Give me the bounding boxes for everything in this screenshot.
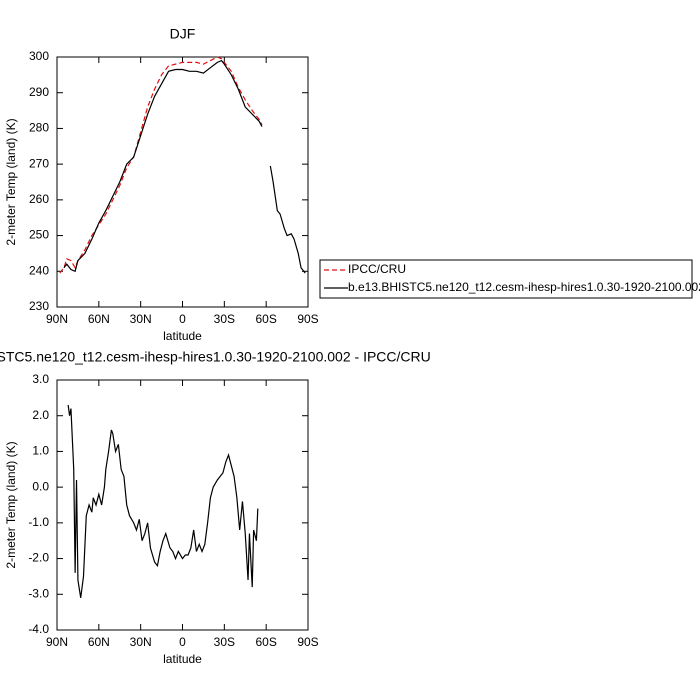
x-axis-label: latitude bbox=[163, 329, 202, 343]
x-tick-label: 90S bbox=[297, 635, 318, 649]
x-tick-label: 30S bbox=[214, 312, 235, 326]
x-tick-label: 0 bbox=[179, 635, 186, 649]
x-tick-label: 0 bbox=[179, 312, 186, 326]
y-tick-label: 0.0 bbox=[32, 479, 49, 493]
y-axis-label: 2-meter Temp (land) (K) bbox=[4, 118, 18, 245]
x-tick-label: 90S bbox=[297, 312, 318, 326]
x-tick-label: 60S bbox=[255, 312, 276, 326]
y-tick-label: 250 bbox=[29, 228, 49, 242]
y-tick-label: 270 bbox=[29, 156, 49, 170]
data-line bbox=[67, 404, 259, 598]
y-tick-label: 280 bbox=[29, 121, 49, 135]
y-tick-label: 2.0 bbox=[32, 408, 49, 422]
y-tick-label: -3.0 bbox=[28, 586, 49, 600]
y-tick-label: -4.0 bbox=[28, 622, 49, 636]
legend-label: IPCC/CRU bbox=[348, 262, 406, 276]
y-tick-label: 3.0 bbox=[32, 372, 49, 386]
chart-title: DJF bbox=[170, 26, 196, 42]
y-tick-label: 260 bbox=[29, 192, 49, 206]
x-tick-label: 90N bbox=[46, 635, 68, 649]
data-line bbox=[63, 59, 306, 274]
chart-title: b.e13.BHISTC5.ne120_t12.cesm-ihesp-hires… bbox=[0, 349, 431, 365]
x-tick-label: 30S bbox=[214, 635, 235, 649]
y-tick-label: -2.0 bbox=[28, 551, 49, 565]
y-tick-label: 240 bbox=[29, 263, 49, 277]
x-tick-label: 90N bbox=[46, 312, 68, 326]
x-tick-label: 30N bbox=[130, 312, 152, 326]
y-tick-label: 300 bbox=[29, 49, 49, 63]
y-axis-label: 2-meter Temp (land) (K) bbox=[4, 441, 18, 568]
plot-frame bbox=[56, 56, 309, 308]
plot-frame bbox=[56, 379, 309, 631]
y-tick-label: 290 bbox=[29, 85, 49, 99]
x-tick-label: 60N bbox=[88, 635, 110, 649]
legend-box bbox=[319, 259, 693, 299]
data-line bbox=[59, 56, 263, 274]
y-tick-label: -1.0 bbox=[28, 515, 49, 529]
x-axis-label: latitude bbox=[163, 652, 202, 666]
x-tick-label: 30N bbox=[130, 635, 152, 649]
x-tick-label: 60N bbox=[88, 312, 110, 326]
y-tick-label: 230 bbox=[29, 299, 49, 313]
y-tick-label: 1.0 bbox=[32, 444, 49, 458]
x-tick-label: 60S bbox=[255, 635, 276, 649]
legend-label: b.e13.BHISTC5.ne120_t12.cesm-ihesp-hires… bbox=[348, 280, 700, 294]
